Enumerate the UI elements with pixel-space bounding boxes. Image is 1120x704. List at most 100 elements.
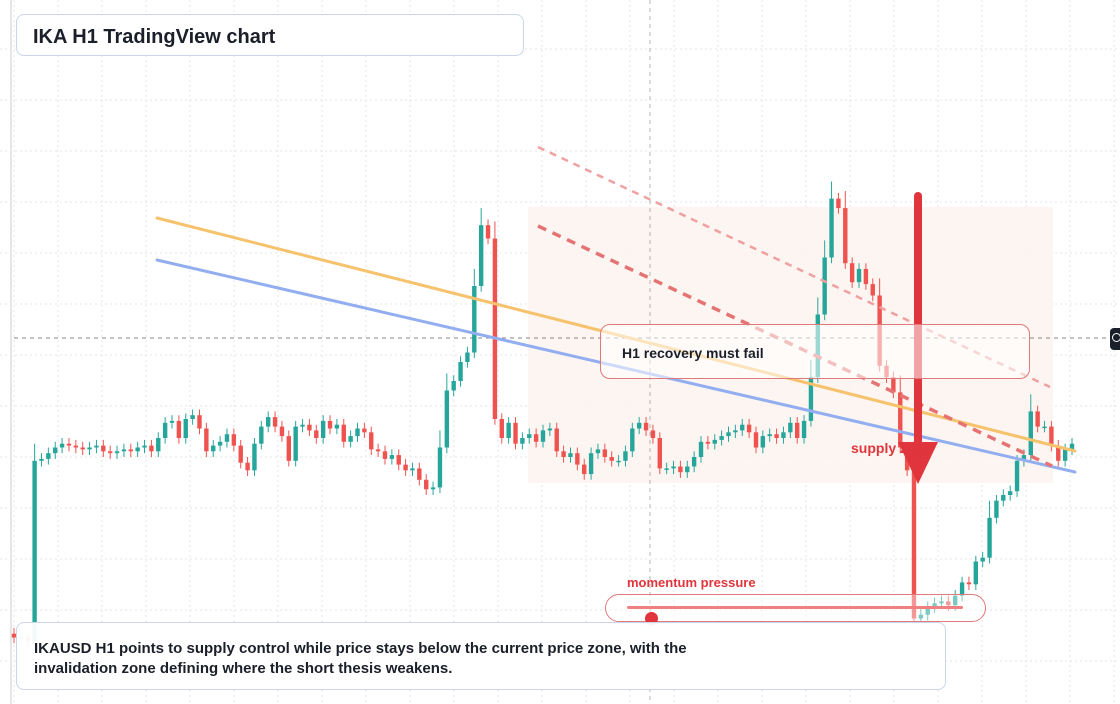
candle-up bbox=[691, 457, 697, 467]
candle-down bbox=[128, 449, 133, 452]
candle-up bbox=[300, 424, 305, 427]
summary-panel: IKAUSD H1 points to supply control while… bbox=[16, 622, 946, 690]
candle-down bbox=[11, 633, 17, 638]
candle-up bbox=[527, 434, 532, 438]
candle-down bbox=[204, 428, 209, 452]
candle-up bbox=[169, 420, 175, 423]
candle-up bbox=[1069, 443, 1075, 450]
candle-up bbox=[265, 417, 271, 427]
bearish-arrow-head bbox=[898, 442, 938, 484]
candle-down bbox=[80, 447, 85, 450]
candle-down bbox=[149, 445, 154, 452]
candle-up bbox=[444, 390, 450, 448]
candle-down bbox=[176, 420, 182, 438]
candle-up bbox=[973, 561, 979, 585]
recovery-callout-text: H1 recovery must fail bbox=[622, 345, 764, 361]
candle-up bbox=[135, 447, 140, 452]
candle-down bbox=[602, 449, 608, 457]
candle-up bbox=[712, 439, 717, 444]
candle-up bbox=[1042, 426, 1047, 429]
candle-down bbox=[678, 466, 683, 473]
candle-down bbox=[107, 451, 113, 454]
momentum-slider-track[interactable] bbox=[627, 606, 963, 625]
candle-down bbox=[307, 424, 312, 431]
candle-up bbox=[939, 601, 944, 604]
candle-down bbox=[272, 417, 278, 427]
candle-up bbox=[540, 430, 546, 442]
candle-down bbox=[485, 225, 491, 239]
momentum-pressure-slider[interactable] bbox=[605, 594, 986, 625]
candle-up bbox=[1014, 460, 1020, 492]
candle-down bbox=[375, 449, 381, 452]
candle-down bbox=[843, 208, 848, 264]
candle-down bbox=[554, 428, 559, 452]
candle-down bbox=[417, 468, 422, 480]
candle-up bbox=[636, 422, 642, 429]
candle-up bbox=[458, 362, 463, 381]
candle-down bbox=[238, 445, 243, 463]
candle-down bbox=[341, 424, 346, 442]
momentum-slider-knob[interactable] bbox=[644, 612, 658, 625]
candle-down bbox=[403, 464, 408, 471]
candle-up bbox=[760, 436, 766, 448]
candle-up bbox=[59, 443, 65, 448]
title-panel: IKA H1 TradingView chart bbox=[16, 14, 524, 56]
candle-up bbox=[664, 468, 669, 470]
candle-down bbox=[863, 268, 869, 285]
candle-down bbox=[746, 424, 752, 433]
candle-down bbox=[705, 441, 711, 444]
candle-down bbox=[849, 263, 855, 283]
candle-up bbox=[685, 466, 690, 473]
candle-up bbox=[183, 419, 188, 438]
candle-up bbox=[829, 198, 834, 258]
candle-up bbox=[740, 424, 745, 431]
candle-down bbox=[609, 457, 614, 461]
price-scale-icon[interactable] bbox=[1110, 328, 1120, 350]
candle-down bbox=[1049, 426, 1054, 446]
candle-up bbox=[430, 487, 436, 490]
candle-up bbox=[32, 460, 37, 642]
candle-up bbox=[932, 603, 937, 608]
candle-down bbox=[279, 426, 285, 437]
candle-down bbox=[650, 430, 656, 438]
candle-up bbox=[293, 426, 298, 461]
candle-up bbox=[252, 443, 257, 471]
candle-up bbox=[410, 468, 415, 471]
candle-down bbox=[382, 451, 388, 459]
candle-up bbox=[451, 381, 456, 391]
summary-text: IKAUSD H1 points to supply control while… bbox=[34, 640, 687, 677]
candle-down bbox=[911, 470, 917, 619]
candle-up bbox=[568, 453, 573, 457]
candle-up bbox=[1028, 411, 1033, 456]
candle-up bbox=[472, 286, 477, 353]
candle-up bbox=[1007, 491, 1013, 495]
candle-up bbox=[190, 415, 195, 419]
candle-up bbox=[959, 582, 965, 596]
candle-down bbox=[424, 479, 429, 490]
candle-up bbox=[389, 455, 395, 459]
candle-up bbox=[53, 447, 58, 454]
momentum-pressure-label: momentum pressure bbox=[627, 575, 756, 590]
candle-up bbox=[733, 430, 738, 433]
candle-down bbox=[836, 198, 841, 209]
candle-up bbox=[121, 449, 127, 452]
candle-up bbox=[437, 447, 443, 488]
candle-up bbox=[994, 500, 999, 518]
candle-up bbox=[788, 422, 793, 433]
candle-up bbox=[224, 434, 230, 442]
candle-up bbox=[217, 441, 223, 446]
candle-up bbox=[211, 445, 216, 452]
candle-up bbox=[39, 458, 44, 461]
candle-up bbox=[1021, 455, 1027, 461]
candle-down bbox=[327, 420, 333, 429]
candle-up bbox=[520, 438, 525, 444]
candle-up bbox=[781, 432, 786, 438]
left-axis-border bbox=[10, 0, 12, 704]
candle-down bbox=[66, 443, 72, 446]
candle-up bbox=[46, 453, 51, 459]
chart-title: IKA H1 TradingView chart bbox=[33, 26, 276, 48]
candle-down bbox=[533, 434, 539, 442]
candle-down bbox=[362, 428, 367, 433]
candle-up bbox=[719, 436, 724, 440]
candle-up bbox=[801, 420, 807, 438]
